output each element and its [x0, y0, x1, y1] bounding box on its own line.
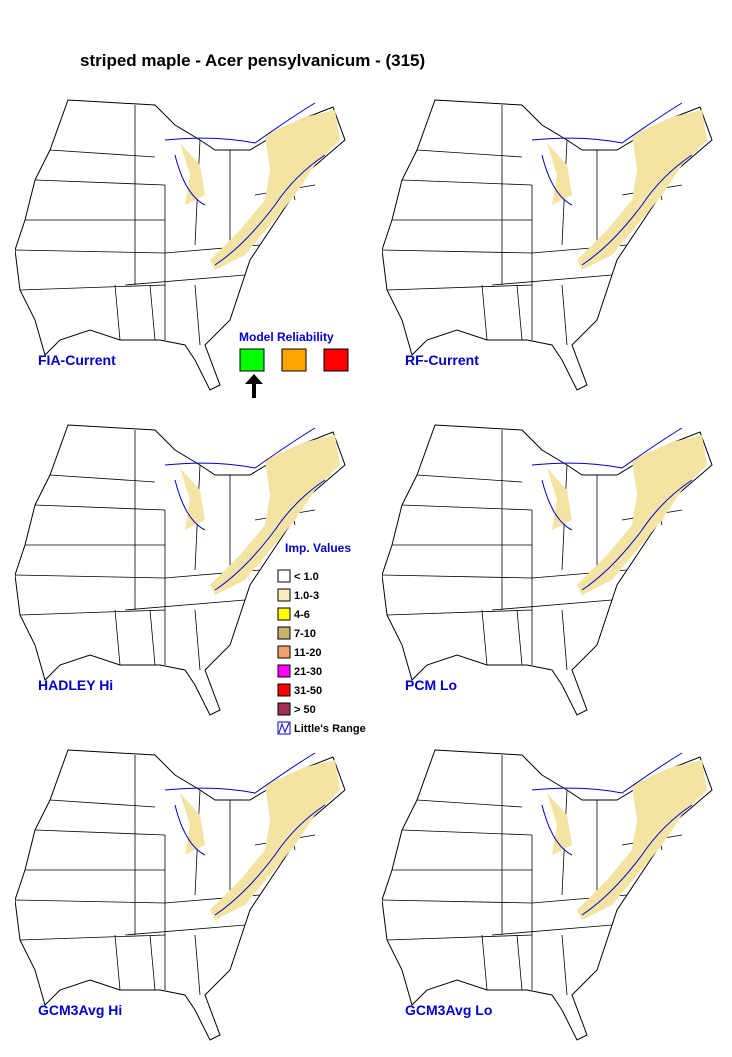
reliability-box	[281, 348, 307, 372]
legend-swatch	[277, 588, 291, 602]
map-label: GCM3Avg Hi	[38, 1002, 122, 1018]
legend-label: Little's Range	[294, 723, 366, 735]
title: striped maple - Acer pensylvanicum - (31…	[80, 51, 425, 70]
map-label: GCM3Avg Lo	[405, 1002, 492, 1018]
reliability-title: Model Reliability	[239, 330, 334, 344]
legend-label: 1.0-3	[294, 590, 319, 602]
legend-label: 7-10	[294, 628, 316, 640]
map-label: PCM Lo	[405, 677, 457, 693]
legend-label: 11-20	[294, 647, 322, 659]
legend-swatch	[277, 683, 291, 697]
map	[15, 100, 345, 390]
legend-swatch	[277, 664, 291, 678]
arrow	[245, 374, 263, 398]
legend-title: Imp. Values	[285, 541, 351, 555]
legend-label: 31-50	[294, 685, 322, 697]
legend-label: 21-30	[294, 666, 322, 678]
legend-swatch	[277, 645, 291, 659]
legend-label: 4-6	[294, 609, 310, 621]
map-label: FIA-Current	[38, 352, 116, 368]
map-label: RF-Current	[405, 352, 479, 368]
legend-range-swatch	[277, 721, 291, 735]
legend-label: < 1.0	[294, 571, 319, 583]
reliability-box	[239, 348, 265, 372]
map	[382, 750, 712, 1040]
legend-swatch	[277, 607, 291, 621]
map	[382, 100, 712, 390]
legend-swatch	[277, 569, 291, 583]
map	[382, 425, 712, 715]
legend-swatch	[277, 702, 291, 716]
map	[15, 750, 345, 1040]
map-label: HADLEY Hi	[38, 677, 113, 693]
legend-swatch	[277, 626, 291, 640]
reliability-box	[323, 348, 349, 372]
legend-label: > 50	[294, 704, 316, 716]
